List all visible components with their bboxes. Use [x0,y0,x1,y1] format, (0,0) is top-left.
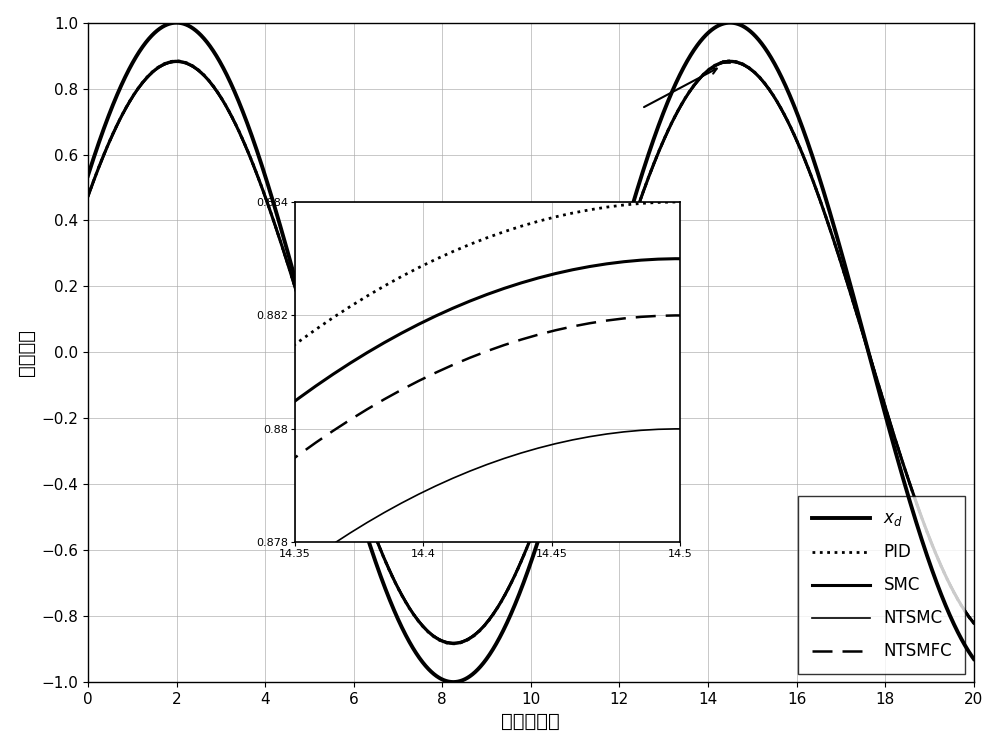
X-axis label: 时间（秒）: 时间（秒） [501,712,560,732]
Legend: $x_d$, PID, SMC, NTSMC, NTSMFC: $x_d$, PID, SMC, NTSMC, NTSMFC [798,496,965,674]
Bar [723,61,730,63]
Y-axis label: 跟踪效果: 跟踪效果 [17,329,36,375]
